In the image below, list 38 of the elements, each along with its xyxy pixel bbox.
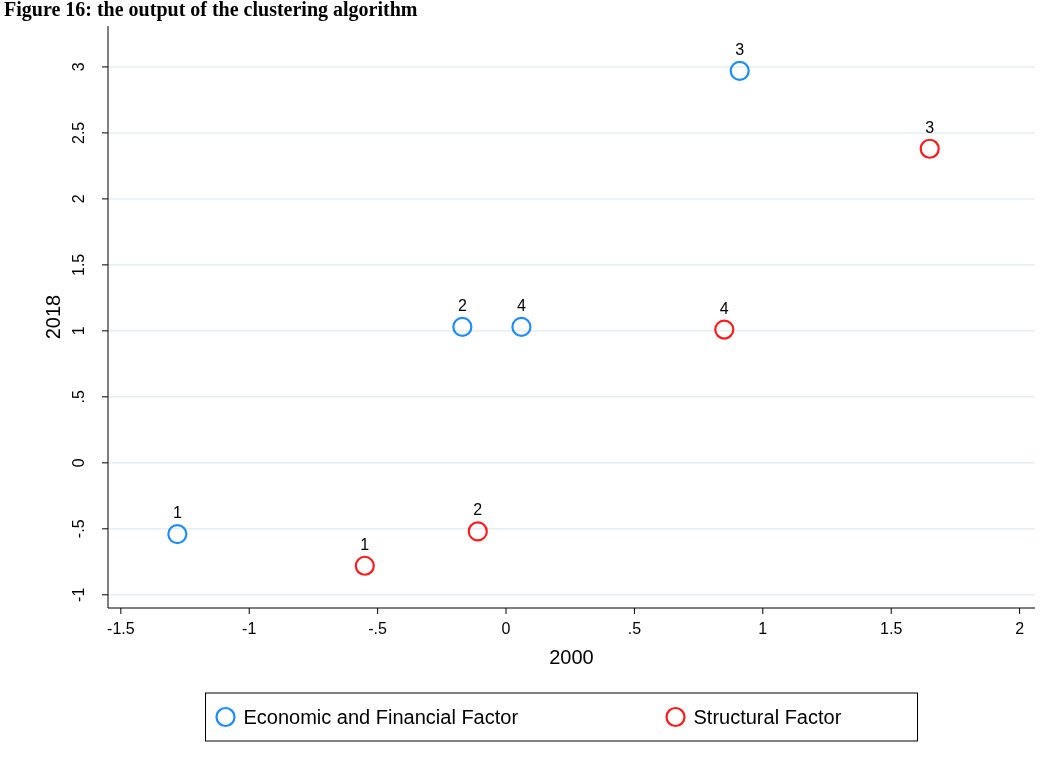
point — [714, 319, 735, 340]
annotation: 2 — [457, 296, 467, 314]
y-tick-label: 1 — [70, 326, 87, 336]
annotation: 1 — [172, 504, 182, 522]
y-tick-label: .5 — [70, 390, 87, 404]
x-tick-label: -1 — [242, 620, 257, 637]
y-tick-label: 0 — [70, 458, 87, 468]
y-tick-label: 2.5 — [70, 121, 87, 145]
annotation: 4 — [516, 296, 526, 314]
x-tick-label: -.5 — [368, 620, 388, 637]
y-tick-label: 3 — [70, 62, 87, 72]
point — [919, 138, 940, 159]
point — [729, 60, 750, 81]
annotation: 3 — [735, 40, 745, 58]
y-tick-label: -.5 — [70, 519, 87, 539]
point — [452, 316, 473, 337]
point — [354, 555, 375, 576]
point — [167, 524, 188, 545]
y-axis-title: 2018 — [42, 294, 64, 340]
x-tick-label: 1.5 — [880, 620, 903, 637]
x-tick-label: 2 — [1015, 620, 1025, 637]
x-tick-label: -1.5 — [107, 620, 135, 637]
annotation: 4 — [719, 299, 729, 317]
x-axis-title: 2000 — [549, 646, 594, 668]
annotation: 3 — [925, 118, 935, 136]
x-tick-label: .5 — [627, 620, 642, 637]
chart-title: Figure 16: the output of the clustering algorithm — [4, 0, 418, 22]
y-tick-label: -1 — [70, 587, 87, 602]
legend-label: Economic and Financial Factor — [243, 706, 519, 728]
legend-label: Structural Factor — [693, 706, 842, 728]
x-tick-label: 0 — [501, 620, 511, 637]
y-tick-label: 1.5 — [70, 253, 87, 276]
x-tick-label: 1 — [758, 620, 768, 637]
annotation: 2 — [473, 501, 483, 519]
point — [467, 521, 488, 542]
y-tick-label: 2 — [70, 194, 87, 204]
point — [511, 316, 532, 337]
annotation: 1 — [360, 535, 370, 553]
